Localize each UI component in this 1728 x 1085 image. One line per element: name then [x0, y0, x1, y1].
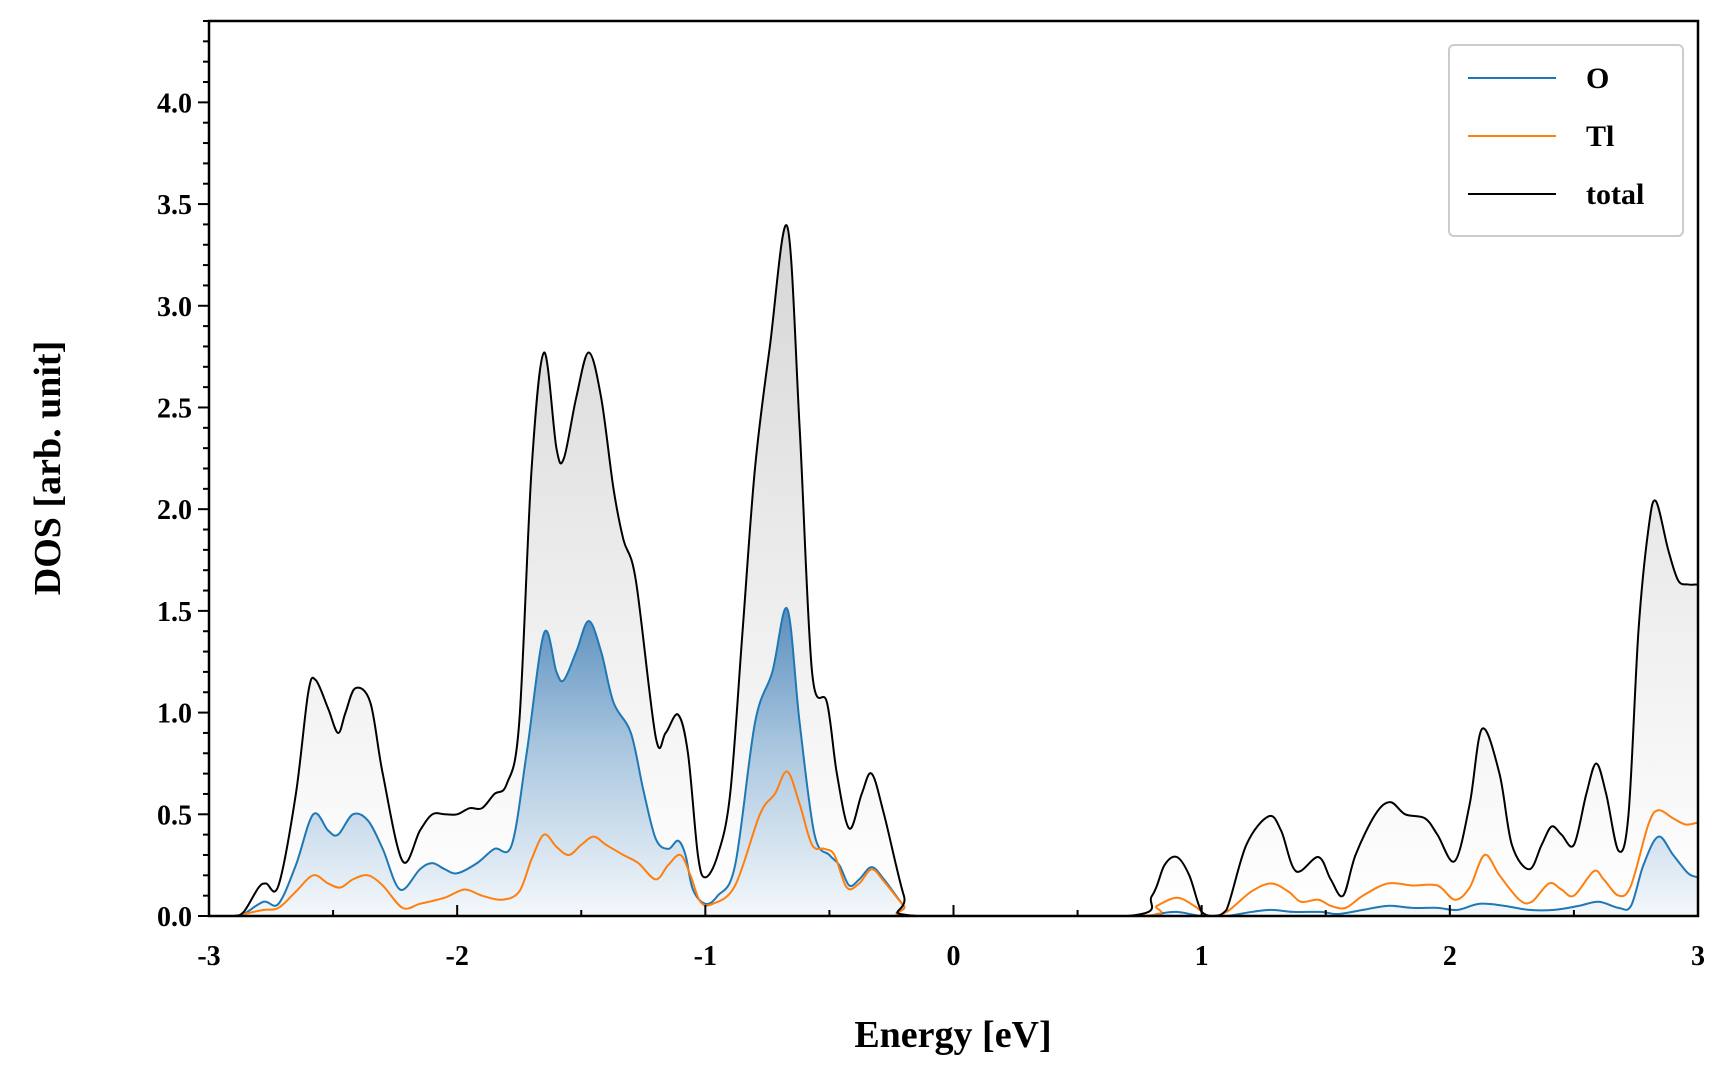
y-tick-label: 1.0 — [157, 699, 192, 730]
y-tick-label: 3.0 — [157, 292, 192, 323]
legend-label-total: total — [1586, 178, 1644, 211]
legend-label-o: O — [1586, 62, 1609, 95]
legend-box — [1448, 44, 1684, 237]
legend-entries: O Tl total — [1468, 62, 1644, 211]
x-tick-label: 0 — [947, 941, 961, 972]
x-axis-ticks: -3 -2 -1 0 1 2 3 — [197, 905, 1705, 972]
x-tick-label: -2 — [446, 941, 469, 972]
legend: O Tl total — [1448, 44, 1684, 237]
y-axis-ticks: 0.0 0.5 1.0 1.5 2.0 2.5 3.0 3.5 4.0 — [157, 20, 209, 933]
area-fills — [209, 225, 1698, 916]
fill-total — [209, 225, 1698, 916]
x-tick-label: 1 — [1195, 941, 1209, 972]
y-tick-label: 3.5 — [157, 190, 192, 221]
y-tick-label: 0.0 — [157, 902, 192, 933]
series-line-tl — [209, 770, 1698, 916]
y-tick-label: 2.0 — [157, 495, 192, 526]
x-axis-title: Energy [eV] — [854, 1014, 1051, 1056]
series-lines — [209, 224, 1698, 916]
x-tick-label: 3 — [1691, 941, 1705, 972]
y-tick-label: 2.5 — [157, 393, 192, 424]
y-tick-label: 4.0 — [157, 88, 192, 119]
x-tick-label: 2 — [1443, 941, 1457, 972]
series-line-o — [209, 607, 1698, 916]
y-tick-label: 1.5 — [157, 597, 192, 628]
legend-label-tl: Tl — [1586, 120, 1614, 153]
x-tick-label: -3 — [197, 941, 220, 972]
y-axis-title: DOS [arb. unit] — [27, 341, 69, 595]
fill-o — [209, 607, 1698, 916]
series-line-total — [209, 224, 1698, 916]
y-tick-label: 0.5 — [157, 800, 192, 831]
x-tick-label: -1 — [694, 941, 717, 972]
